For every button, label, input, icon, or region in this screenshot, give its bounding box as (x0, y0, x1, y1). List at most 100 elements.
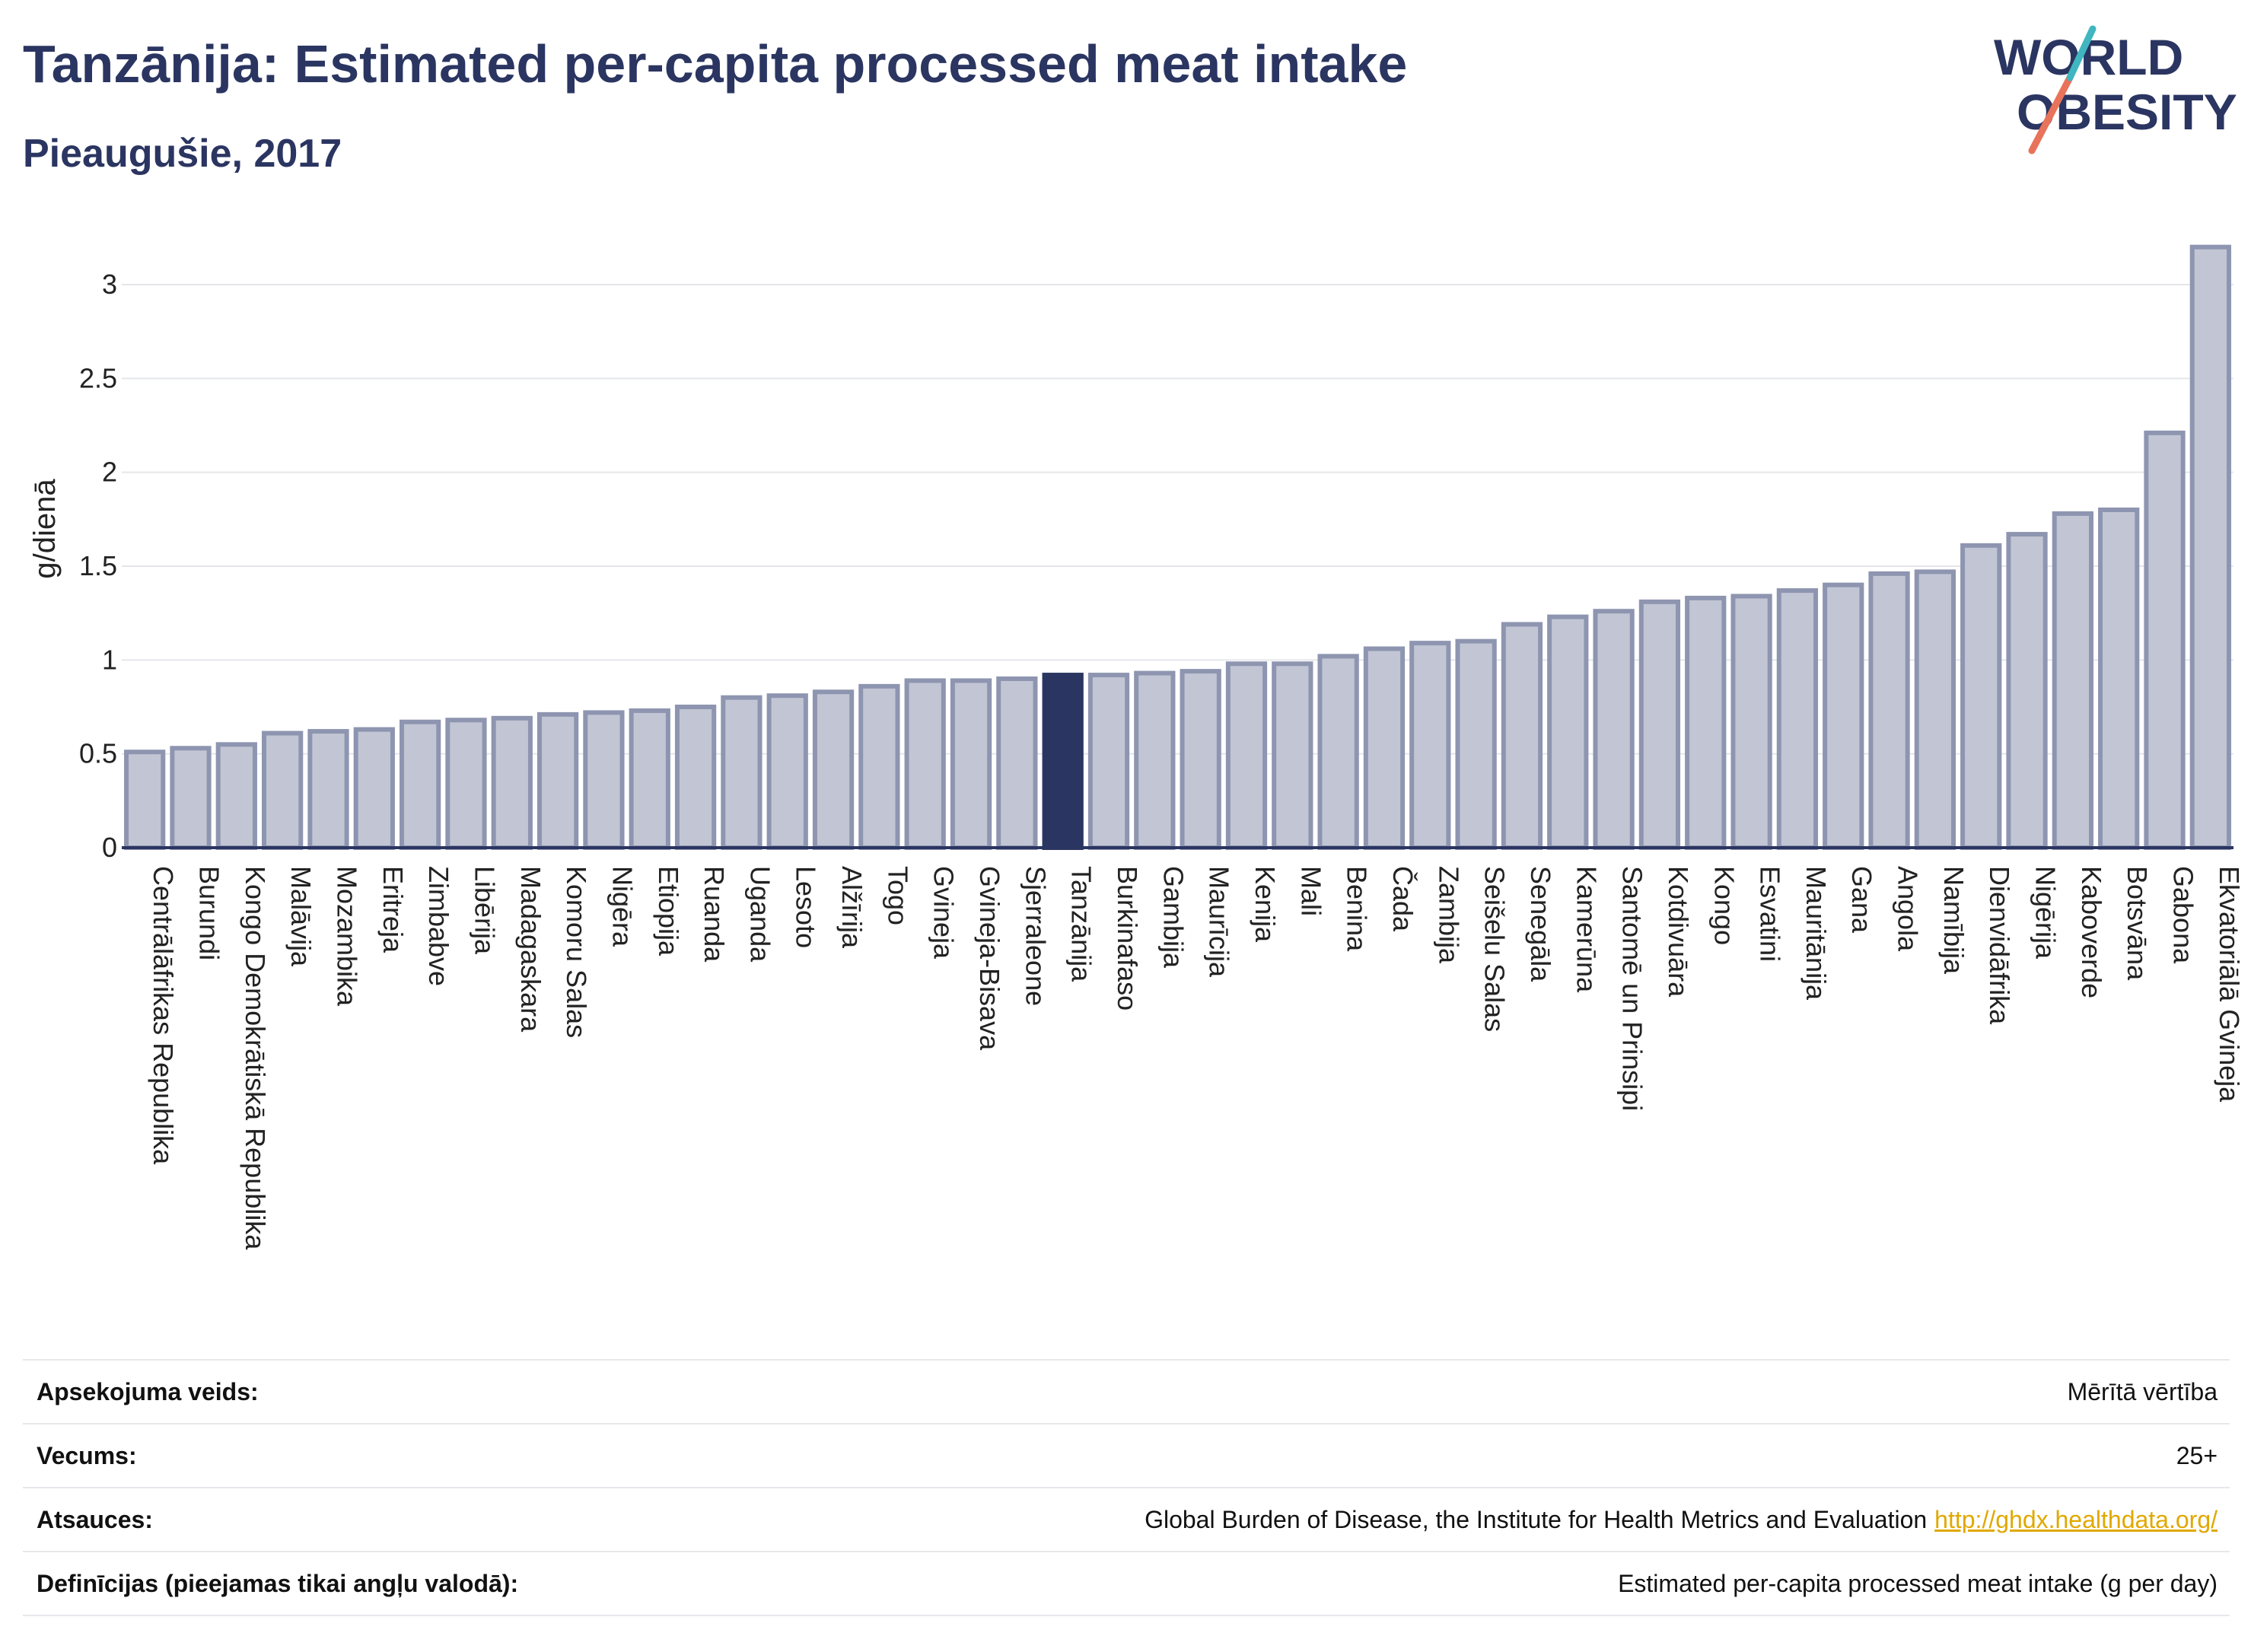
meta-key: Definīcijas (pieejamas tikai angļu valod… (37, 1569, 519, 1597)
x-category-label: Gambija (1157, 866, 1189, 969)
x-category-label: Malāvija (285, 866, 317, 967)
y-tick-label: 2 (102, 457, 117, 488)
x-category-label: Kamerūna (1571, 866, 1602, 993)
x-category-label: Maurīcija (1204, 866, 1235, 978)
x-category-label: Burkinafaso (1112, 866, 1143, 1011)
bar (1960, 543, 2002, 850)
bar (583, 710, 625, 851)
x-category-label: Ekvatoriālā Gvineja (2214, 866, 2245, 1103)
bar (399, 719, 441, 850)
meta-row-age: Vecums: 25+ (23, 1423, 2230, 1487)
bar (766, 693, 808, 851)
x-category-label: Namībija (1938, 866, 1969, 975)
y-tick-label: 1 (102, 644, 117, 675)
x-category-label: Madagaskara (515, 866, 546, 1033)
x-category-label: Dienvidāfrika (1984, 866, 2015, 1025)
reference-link[interactable]: http://ghdx.healthdata.org/ (1934, 1505, 2218, 1533)
meta-value: Mērītā vērtība (2067, 1377, 2218, 1405)
bar (950, 678, 992, 851)
bar (2189, 244, 2231, 850)
meta-value-group: Global Burden of Disease, the Institute … (1145, 1506, 2230, 1534)
x-category-label: Gvineja (928, 866, 960, 960)
bar (536, 711, 579, 850)
bar (445, 718, 487, 850)
bar (1180, 669, 1221, 851)
y-tick-label: 2.5 (79, 362, 117, 393)
x-category-label: Benina (1342, 866, 1373, 952)
meta-row-references: Atsauces: Global Burden of Disease, the … (23, 1487, 2230, 1551)
bar (1134, 670, 1176, 850)
world-obesity-logo: WORLD OBESITY (1994, 25, 2237, 154)
bar (1823, 582, 1864, 851)
x-category-label: Libērija (469, 866, 500, 955)
logo-slash-upper-icon (2066, 25, 2097, 81)
bar (307, 729, 349, 850)
bar (904, 678, 946, 851)
x-category-label: Etiopija (653, 866, 684, 957)
bar (124, 750, 166, 851)
x-category-label: Sjerraleone (1020, 866, 1051, 1006)
x-category-label: Botsvāna (2122, 866, 2153, 981)
bar (491, 715, 533, 850)
bar (1685, 595, 1727, 851)
meta-row-survey-type: Apsekojuma veids: Mērītā vērtība (23, 1359, 2230, 1423)
y-tick-label: 3 (102, 269, 117, 300)
x-category-label: Uganda (744, 866, 775, 963)
bar (1272, 661, 1313, 850)
y-axis-label: g/dienā (28, 479, 62, 579)
y-tick-label: 0 (102, 832, 117, 863)
bar-chart: 0 0.5 1 1.5 2 2.5 3 Centrālāfrikas Republika Bur… (28, 244, 2245, 1250)
meta-value: Estimated per-capita processed meat inta… (1618, 1569, 2218, 1597)
logo-slash-lower-icon (2028, 74, 2074, 154)
x-category-label: Mauritānija (1800, 866, 1832, 1001)
bar (1776, 588, 1819, 850)
chart-title: Tanzānija: Estimated per-capita processe… (23, 34, 1408, 94)
x-category-label: Kongo Demokrātiskā Republika (240, 866, 271, 1250)
bar (858, 683, 900, 850)
x-category-label: Zimbabve (423, 866, 454, 986)
bar (1730, 594, 1772, 850)
x-category-label: Esvatini (1755, 866, 1786, 962)
chart-subtitle: Pieaugušie, 2017 (23, 132, 342, 176)
x-category-label: Burundi (193, 866, 224, 960)
bar (1501, 622, 1543, 850)
bar (2098, 508, 2140, 850)
x-category-label: Gabona (2168, 866, 2199, 964)
bar (353, 727, 395, 850)
bar (1225, 661, 1268, 850)
bars (124, 244, 2231, 851)
axes: 0 0.5 1 1.5 2 2.5 3 Centrālāfrikas Republika Bur… (79, 269, 2245, 1250)
bar (629, 708, 670, 851)
x-category-label: Gvineja-Bisava (974, 866, 1005, 1051)
bar (1547, 614, 1589, 850)
bar (1593, 609, 1635, 850)
bar (1455, 638, 1497, 851)
x-category-label: Nigērija (2030, 866, 2062, 960)
bar (1409, 641, 1451, 851)
meta-value: Global Burden of Disease, the Institute … (1145, 1505, 1928, 1533)
bar (1914, 569, 1956, 851)
bar (1868, 571, 1910, 850)
meta-key: Atsauces: (37, 1505, 153, 1533)
x-category-label: Ruanda (699, 866, 730, 963)
bar (2144, 430, 2186, 850)
x-category-label: Angola (1893, 866, 1924, 952)
bar (2052, 511, 2093, 851)
x-category-label: Togo (882, 866, 913, 925)
x-category-label: Senegāla (1525, 866, 1556, 982)
bar (721, 695, 763, 851)
bar (812, 689, 855, 850)
bar (1638, 599, 1681, 850)
x-category-label: Gana (1846, 866, 1877, 934)
x-category-label: Nigēra (607, 866, 638, 947)
x-category-label: Zambija (1433, 866, 1464, 964)
x-category-label: Kenija (1250, 866, 1281, 943)
x-category-label: Tanzānija (1066, 866, 1097, 982)
x-category-label: Lesoto (791, 866, 822, 948)
x-category-label: Mali (1295, 866, 1326, 916)
y-tick-label: 0.5 (79, 738, 117, 769)
x-category-label: Seišelu Salas (1479, 866, 1511, 1032)
x-category-label: Kotdivuāra (1663, 866, 1694, 998)
bar (2006, 532, 2048, 850)
bar (1363, 646, 1406, 850)
